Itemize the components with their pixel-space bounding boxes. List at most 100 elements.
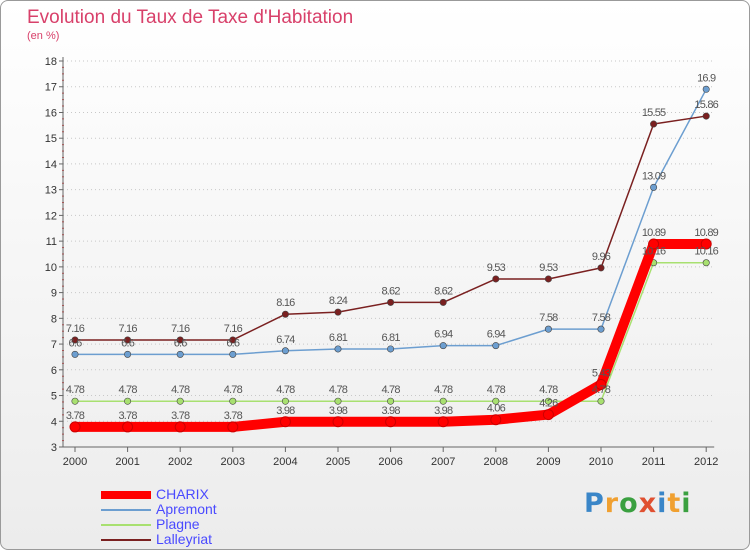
- x-tick-label: 2000: [63, 456, 87, 468]
- data-point: [439, 298, 447, 306]
- series-line-apremont: [74, 88, 707, 356]
- y-tick-label: 4: [51, 416, 57, 428]
- data-label: 7.16: [224, 323, 243, 335]
- x-tick-label: 2001: [115, 456, 139, 468]
- data-label: 9.96: [592, 251, 611, 263]
- data-point: [229, 350, 237, 358]
- y-tick-label: 16: [45, 107, 57, 119]
- y-tick-label: 12: [45, 210, 57, 222]
- series-line-lalleyriat: [74, 115, 707, 341]
- data-point: [229, 336, 237, 344]
- data-label: 6.94: [487, 329, 506, 341]
- data-label: 4.78: [276, 384, 295, 396]
- y-tick-label: 14: [45, 159, 57, 171]
- data-label: 7.16: [66, 323, 85, 335]
- data-label: 3.98: [434, 405, 453, 417]
- data-point: [648, 238, 660, 250]
- data-label: 4.78: [487, 384, 506, 396]
- logo-letter: i: [681, 488, 692, 519]
- x-tick-label: 2008: [484, 456, 508, 468]
- data-label: 4.78: [171, 384, 190, 396]
- proxiti-logo: Proxiti: [584, 488, 692, 519]
- data-label: 4.78: [539, 384, 558, 396]
- data-point: [281, 310, 289, 318]
- data-point: [334, 397, 342, 405]
- data-label: 6.6: [226, 337, 240, 349]
- data-point: [227, 421, 239, 433]
- data-point: [334, 345, 342, 353]
- data-label: 4.78: [66, 384, 85, 396]
- data-point: [439, 342, 447, 350]
- data-point: [597, 325, 605, 333]
- data-point: [279, 416, 291, 428]
- data-point: [490, 414, 502, 426]
- y-tick-label: 13: [45, 185, 57, 197]
- data-point: [595, 378, 607, 390]
- data-label: 5.43: [592, 367, 611, 379]
- data-label: 8.62: [381, 285, 400, 297]
- data-point: [229, 397, 237, 405]
- data-point: [702, 112, 710, 120]
- chart-subtitle: (en %): [27, 30, 60, 42]
- data-point: [387, 345, 395, 353]
- data-label: 7.58: [592, 312, 611, 324]
- data-label: 6.6: [121, 337, 135, 349]
- data-label: 3.98: [381, 405, 400, 417]
- data-point: [71, 350, 79, 358]
- data-point: [176, 350, 184, 358]
- data-label: 8.62: [434, 285, 453, 297]
- data-point: [281, 397, 289, 405]
- logo-letter: r: [604, 488, 620, 519]
- data-point: [71, 397, 79, 405]
- data-label: 4.78: [434, 384, 453, 396]
- data-point: [597, 264, 605, 272]
- data-point: [124, 350, 132, 358]
- data-point: [650, 120, 658, 128]
- data-label: 6.6: [174, 337, 188, 349]
- data-point: [544, 275, 552, 283]
- data-point: [124, 336, 132, 344]
- data-point: [650, 183, 658, 191]
- data-point: [702, 85, 710, 93]
- data-point: [176, 336, 184, 344]
- legend-swatch-apremont: [101, 509, 151, 511]
- legend-label-lalleyriat: Lalleyriat: [156, 531, 213, 547]
- data-label: 4.78: [381, 384, 400, 396]
- data-label: 8.16: [276, 297, 295, 309]
- data-point: [387, 298, 395, 306]
- data-point: [492, 342, 500, 350]
- logo-letter: t: [667, 488, 682, 519]
- data-point: [174, 421, 186, 433]
- data-label: 7.58: [539, 312, 558, 324]
- data-point: [437, 416, 449, 428]
- data-point: [597, 397, 605, 405]
- data-label: 9.53: [487, 262, 506, 274]
- data-label: 3.98: [276, 405, 295, 417]
- y-tick-label: 9: [51, 288, 57, 300]
- data-label: 9.53: [539, 262, 558, 274]
- data-label: 3.98: [329, 405, 348, 417]
- y-tick-label: 17: [45, 82, 57, 94]
- data-point: [542, 409, 554, 421]
- data-label: 10.89: [694, 227, 718, 239]
- data-label: 10.89: [642, 227, 666, 239]
- data-label: 4.06: [487, 403, 506, 415]
- data-label: 10.16: [694, 246, 718, 258]
- data-point: [702, 259, 710, 267]
- data-point: [281, 347, 289, 355]
- logo-letter: x: [638, 488, 658, 519]
- legend-swatch-charix: [101, 491, 151, 499]
- data-label: 6.94: [434, 329, 453, 341]
- legend-label-plagne: Plagne: [156, 516, 200, 532]
- y-tick-label: 8: [51, 313, 57, 325]
- y-tick-label: 6: [51, 365, 57, 377]
- data-label: 3.78: [171, 410, 190, 422]
- data-point: [700, 238, 712, 250]
- x-tick-label: 2006: [378, 456, 402, 468]
- data-label: 4.78: [329, 384, 348, 396]
- data-point: [492, 397, 500, 405]
- data-point: [122, 421, 134, 433]
- y-tick-label: 5: [51, 391, 57, 403]
- data-label: 4.26: [539, 398, 558, 410]
- data-label: 4.78: [224, 384, 243, 396]
